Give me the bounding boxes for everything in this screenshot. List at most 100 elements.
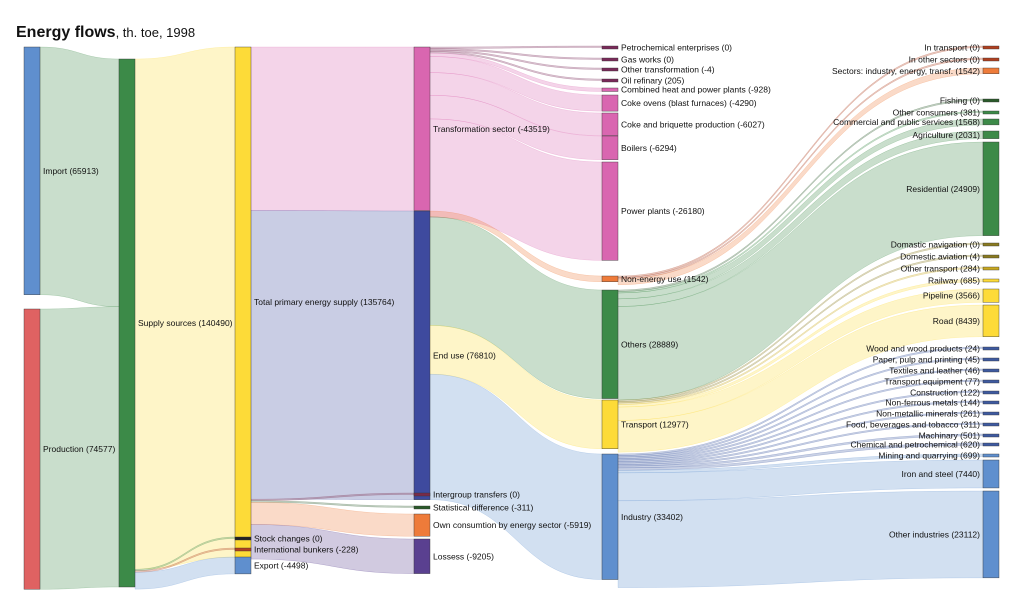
label-mining: Mining and quarrying (699) [878,451,980,461]
label-sectors: Sectors: industry, energy, transf. (1542… [832,66,980,76]
label-losses: Lossess (-9205) [433,551,494,561]
label-bunkers: International bunkers (-228) [254,545,359,555]
node-import [23,46,41,295]
node-bunkers [234,547,252,552]
node-commercial [982,118,1000,126]
node-intergroup [413,492,431,497]
node-gasworks [601,57,619,62]
sankey-labels: Import (65913) Production (74577) Supply s… [43,43,980,571]
label-railway: Railway (685) [928,276,980,286]
node-petrochem [601,45,619,50]
label-agriculture: Agriculture (2031) [912,130,980,140]
label-domav: Domestic aviation (4) [900,252,980,262]
label-owncons: Own consumtion by energy sector (-5919) [433,520,591,530]
node-industry [601,453,619,580]
label-nonenergy: Non-energy use (1542) [621,274,709,284]
sankey-nodes [23,45,1000,590]
node-stock [234,536,252,541]
label-food: Food, beverages and tobacco (311) [846,420,980,430]
label-briquette: Coke and briquette production (-6027) [621,119,765,129]
label-intergroup: Intergroup transfers (0) [433,490,520,500]
link-tpes-transf [250,46,415,211]
node-othertransf [601,67,619,72]
label-otherconsumers: Other consumers (381) [893,108,981,118]
link-tpes-enduse [250,210,415,500]
node-otherind [982,490,1000,579]
label-otherind: Other industries (23112) [889,529,980,539]
label-transf: Transformation sector (-43519) [433,124,550,134]
node-oilref [601,78,619,83]
node-inother [982,57,1000,62]
node-agriculture [982,130,1000,139]
label-residential: Residential (24909) [906,184,980,194]
label-oilref: Oil refinary (205) [621,76,684,86]
node-losses [413,538,431,574]
node-food [982,422,1000,427]
node-cokeovens [601,94,619,112]
label-wood: Wood and wood products (24) [866,344,980,354]
node-residential [982,141,1000,236]
node-wood [982,346,1000,351]
label-transport: Transport (12977) [621,419,689,429]
node-briquette [601,112,619,136]
label-cokeovens: Coke ovens (blast furnaces) (-4290) [621,98,757,108]
label-export: Export (-4498) [254,560,308,570]
node-railway [982,278,1000,283]
label-enduse: End use (76810) [433,350,496,360]
node-statdiff [413,505,431,510]
node-nonferrous [982,400,1000,405]
node-others [601,289,619,399]
label-import: Import (65913) [43,166,99,176]
node-domnav [982,242,1000,247]
label-domnav: Domastic navigation (0) [891,240,980,250]
node-production [23,308,41,590]
node-tpes [234,46,252,558]
label-supply: Supply sources (140490) [138,318,233,328]
label-transeq: Transport equipment (77) [884,377,980,387]
label-construction: Construction (122) [910,388,980,398]
node-machinery [982,433,1000,438]
label-ironsteel: Iron and steel (7440) [902,469,981,479]
label-othertransf: Other transformation (-4) [621,65,715,75]
node-textiles [982,368,1000,373]
label-gasworks: Gas works (0) [621,55,674,65]
link-import-supply [39,46,120,307]
node-export [234,556,252,575]
node-construction [982,390,1000,395]
sankey-links [39,45,984,590]
label-textiles: Textiles and leather (46) [889,366,980,376]
link-transf-petrochem [429,45,603,49]
label-chemical: Chemical and petrochemical (620) [851,440,981,450]
node-paper [982,357,1000,362]
chart-subtitle: , th. toe, 1998 [115,25,196,40]
label-road: Road (8439) [933,316,980,326]
node-othertransport [982,266,1000,271]
node-transeq [982,379,1000,384]
label-stock: Stock changes (0) [254,534,323,544]
node-mining [982,453,1000,458]
link-supply-tpes [134,46,236,570]
label-statdiff: Statistical difference (-311) [433,503,533,513]
label-chp: Combined heat and power plants (-928) [621,85,771,95]
node-chp [601,87,619,92]
label-nonmetallic: Non-metallic minerals (261) [876,409,980,419]
label-fishing: Fishing (0) [940,96,980,106]
node-enduse [413,210,431,500]
label-pipeline: Pipeline (3566) [923,291,980,301]
label-petrochem: Petrochemical enterprises (0) [621,43,732,53]
label-commercial: Commercial and public services (1568) [833,117,980,127]
node-boilers [601,135,619,160]
node-transport [601,399,619,449]
node-ironsteel [982,459,1000,489]
node-owncons [413,513,431,537]
node-sectors [982,67,1000,74]
label-intransport: In transport (0) [924,43,980,53]
node-transf [413,46,431,211]
label-inother: In other sectors (0) [909,55,981,65]
node-chemical [982,442,1000,447]
node-nonenergy [601,275,619,282]
label-production: Production (74577) [43,444,115,454]
label-boilers: Boilers (-6294) [621,143,677,153]
label-others: Others (28889) [621,339,678,349]
